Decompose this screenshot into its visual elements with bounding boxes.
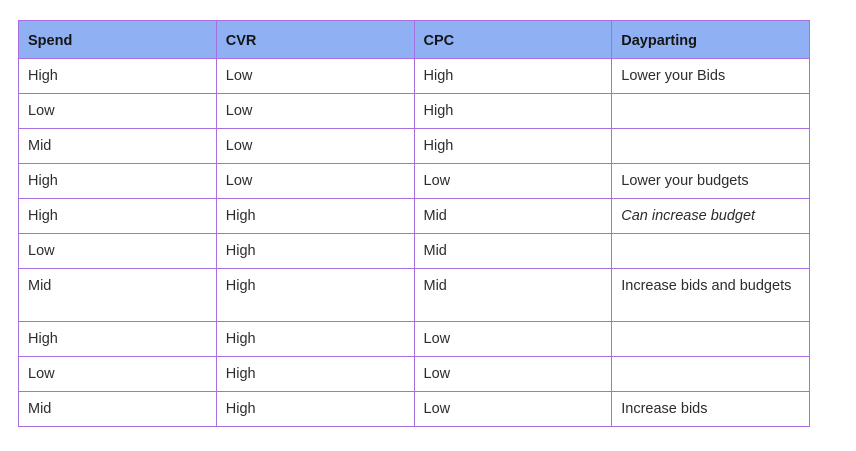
cell-spend: Mid	[18, 391, 217, 427]
table-row: High High Low	[18, 321, 810, 357]
cell-cpc: Low	[413, 391, 613, 427]
cell-cvr: High	[215, 268, 415, 322]
cell-cpc: High	[413, 58, 613, 94]
cell-dayparting	[611, 93, 810, 129]
cell-spend: High	[18, 198, 217, 234]
cell-cvr: High	[215, 356, 415, 392]
cell-cvr: Low	[215, 58, 415, 94]
header-spend: Spend	[18, 20, 217, 59]
cell-dayparting	[611, 128, 810, 164]
cell-cvr: Low	[215, 163, 415, 199]
cell-cvr: Low	[215, 93, 415, 129]
header-cvr: CVR	[215, 20, 415, 59]
table-row: Mid High Mid Increase bids and budgets	[18, 268, 810, 322]
cell-cpc: High	[413, 128, 613, 164]
cell-cvr: Low	[215, 128, 415, 164]
cell-cvr: High	[215, 198, 415, 234]
cell-spend: Low	[18, 233, 217, 269]
header-cpc: CPC	[413, 20, 613, 59]
cell-dayparting	[611, 233, 810, 269]
cell-spend: Mid	[18, 128, 217, 164]
cell-cvr: High	[215, 233, 415, 269]
cell-dayparting: Increase bids and budgets	[611, 268, 810, 322]
table-row: High Low Low Lower your budgets	[18, 163, 810, 199]
cell-dayparting: Increase bids	[611, 391, 810, 427]
cell-dayparting	[611, 356, 810, 392]
cell-dayparting: Can increase budget	[611, 198, 810, 234]
table-row: Low High Low	[18, 356, 810, 392]
cell-spend: High	[18, 321, 217, 357]
table-row: Low Low High	[18, 93, 810, 129]
cell-spend: Low	[18, 93, 217, 129]
cell-cpc: Mid	[413, 268, 613, 322]
cell-cpc: High	[413, 93, 613, 129]
table-row: High Low High Lower your Bids	[18, 58, 810, 94]
cell-dayparting	[611, 321, 810, 357]
cell-cpc: Low	[413, 356, 613, 392]
cell-dayparting: Lower your Bids	[611, 58, 810, 94]
cell-cpc: Low	[413, 163, 613, 199]
cell-dayparting: Lower your budgets	[611, 163, 810, 199]
table-row: High High Mid Can increase budget	[18, 198, 810, 234]
header-row: Spend CVR CPC Dayparting	[18, 20, 810, 59]
table-row: Mid Low High	[18, 128, 810, 164]
cell-spend: High	[18, 163, 217, 199]
cell-cpc: Mid	[413, 233, 613, 269]
table-row: Mid High Low Increase bids	[18, 391, 810, 427]
cell-spend: High	[18, 58, 217, 94]
table-row: Low High Mid	[18, 233, 810, 269]
cell-cvr: High	[215, 391, 415, 427]
cell-spend: Mid	[18, 268, 217, 322]
cell-cvr: High	[215, 321, 415, 357]
header-dayparting: Dayparting	[611, 20, 810, 59]
cell-spend: Low	[18, 356, 217, 392]
dayparting-table: Spend CVR CPC Dayparting High Low High L…	[18, 20, 810, 427]
cell-cpc: Mid	[413, 198, 613, 234]
cell-cpc: Low	[413, 321, 613, 357]
